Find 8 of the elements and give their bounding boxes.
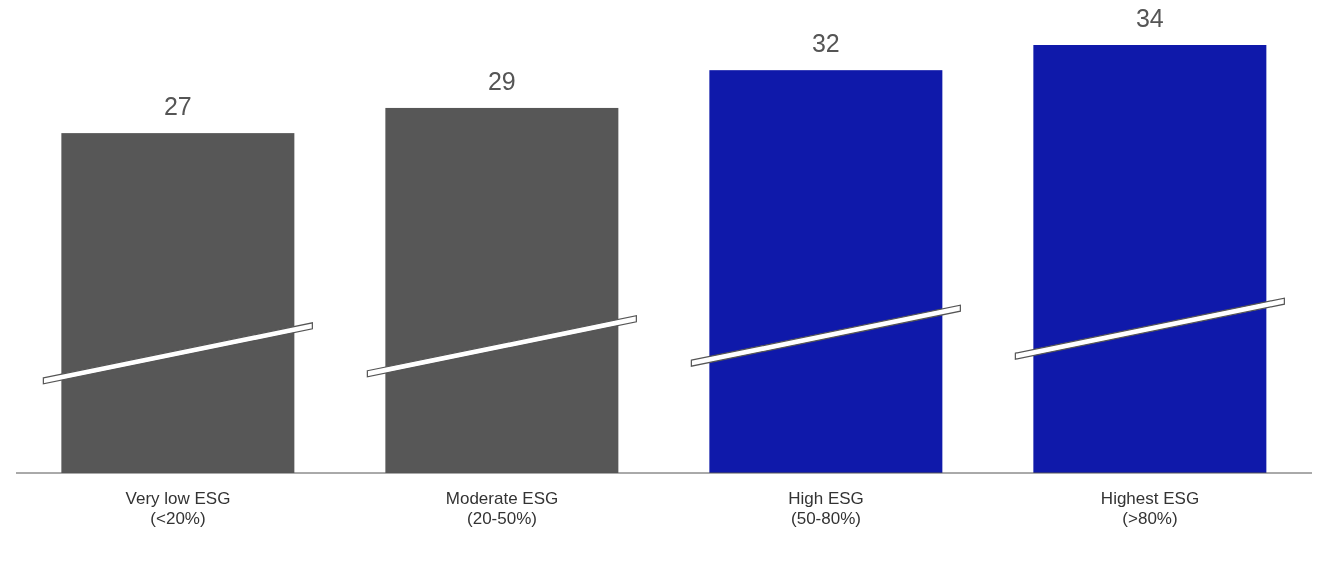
- data-label: 27: [163, 92, 192, 121]
- x-tick-label: Moderate ESG (20-50%): [445, 489, 559, 528]
- x-tick-label: High ESG (50-80%): [788, 489, 864, 528]
- x-tick-label: Highest ESG (>80%): [1100, 489, 1200, 528]
- data-label: 32: [811, 29, 840, 58]
- x-tick-label: Very low ESG (<20%): [125, 489, 231, 528]
- data-label: 34: [1135, 4, 1164, 32]
- data-label: 29: [487, 66, 516, 95]
